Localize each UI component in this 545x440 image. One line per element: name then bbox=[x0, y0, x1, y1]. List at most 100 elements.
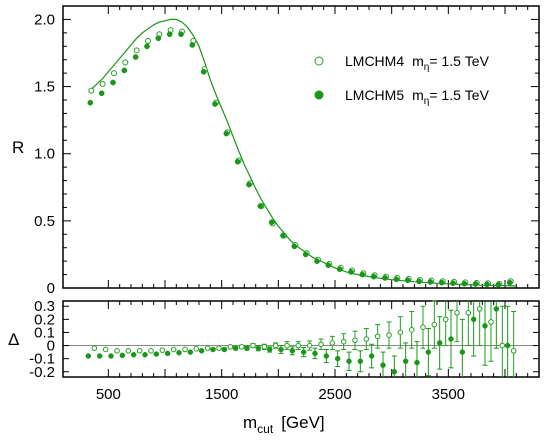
lmchm4-delta-point bbox=[488, 319, 494, 325]
lmchm5-delta-point bbox=[96, 353, 103, 359]
lmchm5-delta-point bbox=[210, 346, 216, 353]
theory-curve bbox=[90, 18, 517, 287]
lmchm4-delta-point bbox=[465, 309, 472, 316]
lmchm4-delta-point bbox=[329, 340, 336, 346]
lmchm5-delta-point bbox=[470, 316, 477, 323]
lmchm5-delta-point bbox=[244, 345, 250, 351]
lmchm4-delta-point bbox=[431, 321, 438, 328]
lmchm5-delta-point bbox=[85, 353, 92, 359]
lmchm5-point bbox=[280, 232, 286, 239]
bottom-ytick-label: 0.2 bbox=[34, 311, 55, 328]
lmchm5-point bbox=[370, 273, 377, 280]
lmchm5-delta-point bbox=[448, 336, 454, 342]
lmchm5-delta-point bbox=[187, 349, 194, 355]
lmchm5-point bbox=[404, 277, 411, 284]
lmchm4-delta-point bbox=[408, 327, 415, 333]
lmchm5-delta-point bbox=[323, 353, 330, 359]
lmchm5-point bbox=[506, 279, 513, 286]
bottom-xtick-label: 3500 bbox=[432, 386, 465, 403]
lmchm5-point bbox=[166, 31, 173, 38]
top-ytick-label: 1.5 bbox=[34, 79, 55, 96]
legend-label-lmchm5: LMCHM5 mη= 1.5 TeV bbox=[345, 87, 490, 107]
lmchm5-point bbox=[484, 281, 490, 288]
bottom-xtick-labels: 500 1500 2500 3500 bbox=[96, 386, 465, 403]
lmchm5-delta-point bbox=[493, 306, 500, 312]
bottom-ytick-label: 0 bbox=[47, 338, 55, 355]
lmchm5-point bbox=[132, 54, 139, 60]
lmchm4-delta-point bbox=[386, 332, 392, 338]
lmchm5-point bbox=[98, 90, 105, 97]
bottom-data-marks bbox=[85, 300, 517, 377]
lmchm4-delta-point bbox=[306, 342, 313, 349]
lmchm5-delta-point bbox=[289, 348, 296, 354]
lmchm5-point bbox=[257, 203, 264, 209]
lmchm4-delta-point bbox=[476, 306, 483, 312]
lmchm5-point bbox=[144, 43, 150, 50]
lmchm4-delta-point bbox=[136, 347, 143, 354]
lmchm4-delta-point bbox=[125, 347, 132, 354]
lmchm5-point bbox=[359, 271, 366, 278]
lmchm5-point bbox=[393, 276, 400, 283]
top-ytick-labels: 0 0.5 1.0 1.5 2.0 bbox=[34, 11, 55, 297]
lmchm5-point bbox=[268, 219, 275, 226]
bottom-ytick-labels: 0.30.20.10-0.1-0.2 bbox=[29, 298, 55, 381]
lmchm4-delta-point bbox=[374, 333, 381, 340]
lmchm4-delta-point bbox=[204, 345, 211, 351]
legend-label-lmchm4: LMCHM4 mη= 1.5 TeV bbox=[345, 53, 490, 73]
lmchm5-point bbox=[246, 181, 252, 188]
top-ytick-label: 1.0 bbox=[34, 146, 55, 163]
lmchm5-point bbox=[427, 279, 434, 285]
lmchm5-point bbox=[121, 67, 128, 74]
lmchm5-point bbox=[472, 281, 479, 287]
bottom-xtick-label: 500 bbox=[96, 386, 121, 403]
lmchm4-delta-point bbox=[193, 346, 200, 352]
bottom-ylabel: Δ bbox=[8, 330, 19, 349]
lmchm5-point bbox=[348, 269, 354, 275]
lmchm5-delta-point bbox=[164, 350, 171, 357]
top-plot-frame bbox=[62, 5, 540, 289]
lmchm5-delta-point bbox=[119, 352, 126, 359]
lmchm4-delta-point bbox=[442, 316, 449, 323]
lmchm4-point bbox=[145, 37, 151, 44]
lmchm4-point bbox=[88, 87, 95, 94]
lmchm5-delta-point bbox=[459, 349, 466, 355]
lmchm4-delta-point bbox=[148, 347, 154, 354]
lmchm5-point bbox=[223, 130, 230, 137]
lmchm5-delta-point bbox=[142, 351, 148, 358]
lmchm5-delta-point bbox=[436, 340, 443, 346]
lmchm4-delta-point bbox=[454, 309, 460, 316]
lmchm4-delta-point bbox=[352, 337, 358, 344]
lmchm5-delta-point bbox=[198, 348, 205, 354]
bottom-xtick-label: 1500 bbox=[205, 386, 238, 403]
lmchm5-delta-point bbox=[153, 351, 160, 357]
lmchm4-delta-point bbox=[250, 342, 256, 349]
lmchm5-point bbox=[416, 278, 422, 285]
lmchm5-point bbox=[302, 251, 309, 258]
lmchm5-delta-point bbox=[130, 351, 137, 358]
lmchm4-point bbox=[133, 47, 140, 54]
lmchm4-delta-point bbox=[182, 346, 188, 353]
lmchm5-delta-point bbox=[346, 358, 352, 365]
lmchm5-point bbox=[178, 31, 184, 38]
lmchm5-delta-point bbox=[300, 349, 307, 355]
lmchm5-point bbox=[189, 42, 196, 48]
lmchm5-point bbox=[291, 243, 298, 250]
top-data-marks bbox=[87, 18, 517, 288]
lmchm4-delta-point bbox=[216, 345, 222, 351]
lmchm4-delta-point bbox=[318, 341, 324, 348]
lmchm5-delta-point bbox=[108, 353, 114, 359]
lmchm4-delta-point bbox=[91, 345, 98, 351]
lmchm5-delta-point bbox=[232, 345, 239, 351]
bottom-axis-ticks bbox=[63, 301, 539, 377]
lmchm5-delta-point bbox=[266, 346, 273, 353]
lmchm4-delta-point bbox=[238, 344, 245, 350]
lmchm5-delta-point bbox=[357, 358, 364, 365]
lmchm5-point bbox=[110, 79, 116, 86]
lmchm4-delta-point bbox=[284, 342, 290, 349]
lmchm5-point bbox=[314, 258, 320, 264]
lmchm4-delta-point bbox=[227, 344, 234, 350]
lmchm5-delta-point bbox=[402, 358, 409, 365]
bottom-xtick-label: 2500 bbox=[318, 386, 351, 403]
top-ytick-label: 0.5 bbox=[34, 213, 55, 230]
lmchm5-point bbox=[87, 99, 94, 106]
